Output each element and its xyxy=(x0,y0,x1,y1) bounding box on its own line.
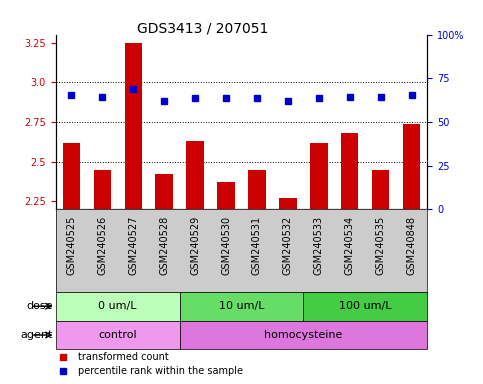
Bar xyxy=(156,174,172,209)
Bar xyxy=(372,170,389,209)
Text: 0 um/L: 0 um/L xyxy=(98,301,137,311)
Bar xyxy=(180,321,427,349)
Bar xyxy=(186,141,203,209)
Text: 100 um/L: 100 um/L xyxy=(339,301,392,311)
Bar xyxy=(56,292,180,321)
Bar xyxy=(341,133,358,209)
Text: control: control xyxy=(98,330,137,340)
Text: GSM240529: GSM240529 xyxy=(190,216,200,275)
Text: transformed count: transformed count xyxy=(78,352,169,362)
Bar xyxy=(311,142,327,209)
Text: dose: dose xyxy=(27,301,53,311)
Bar xyxy=(217,182,235,209)
Text: GSM240534: GSM240534 xyxy=(345,216,355,275)
Text: homocysteine: homocysteine xyxy=(264,330,342,340)
Bar xyxy=(56,321,180,349)
Bar xyxy=(248,170,266,209)
Bar xyxy=(303,292,427,321)
Bar xyxy=(94,170,111,209)
Text: GSM240525: GSM240525 xyxy=(66,216,76,275)
Text: GSM240848: GSM240848 xyxy=(407,216,417,275)
Text: GSM240526: GSM240526 xyxy=(97,216,107,275)
Text: percentile rank within the sample: percentile rank within the sample xyxy=(78,366,243,376)
Text: GSM240533: GSM240533 xyxy=(314,216,324,275)
Text: GDS3413 / 207051: GDS3413 / 207051 xyxy=(137,21,269,35)
Bar xyxy=(180,292,303,321)
Text: GSM240530: GSM240530 xyxy=(221,216,231,275)
Text: GSM240528: GSM240528 xyxy=(159,216,169,275)
Text: agent: agent xyxy=(21,330,53,340)
Text: GSM240527: GSM240527 xyxy=(128,216,138,275)
Text: GSM240532: GSM240532 xyxy=(283,216,293,275)
Text: GSM240531: GSM240531 xyxy=(252,216,262,275)
Bar xyxy=(62,142,80,209)
Bar xyxy=(125,43,142,209)
Text: 10 um/L: 10 um/L xyxy=(219,301,264,311)
Bar xyxy=(280,198,297,209)
Bar xyxy=(403,124,421,209)
Text: GSM240535: GSM240535 xyxy=(376,216,386,275)
